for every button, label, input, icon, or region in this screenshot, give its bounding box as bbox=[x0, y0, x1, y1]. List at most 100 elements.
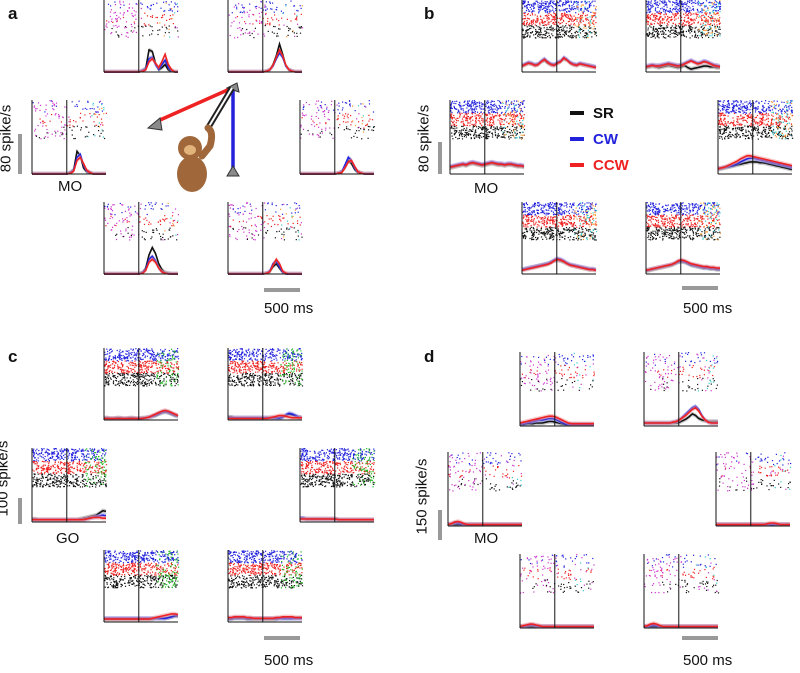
raster-spike bbox=[705, 34, 707, 36]
raster-spike bbox=[239, 11, 241, 13]
raster-spike bbox=[80, 127, 82, 129]
raster-spike bbox=[580, 18, 582, 20]
raster-spike bbox=[782, 136, 784, 138]
raster-spike bbox=[709, 35, 711, 37]
raster-spike bbox=[728, 111, 730, 113]
raster-spike bbox=[717, 5, 719, 7]
raster-spike bbox=[731, 128, 734, 130]
raster-spike bbox=[105, 25, 107, 27]
raster-spike bbox=[732, 123, 734, 125]
raster-spike bbox=[286, 25, 288, 28]
raster-spike bbox=[141, 230, 143, 232]
raster-spike bbox=[320, 106, 322, 108]
raster-spike bbox=[564, 26, 566, 28]
raster-spike bbox=[297, 211, 299, 213]
raster-spike bbox=[588, 5, 590, 7]
raster-spike bbox=[522, 30, 524, 32]
raster-spike bbox=[261, 21, 263, 23]
raster-spike bbox=[571, 18, 573, 20]
y-scale-bar-b bbox=[438, 142, 442, 174]
psth-line-sr bbox=[32, 149, 106, 175]
raster-spike bbox=[569, 29, 571, 31]
raster-spike bbox=[130, 206, 132, 208]
raster-spike bbox=[546, 27, 548, 29]
raster-spike bbox=[103, 107, 105, 109]
raster-spike bbox=[478, 101, 480, 103]
raster-spike bbox=[500, 112, 503, 114]
raster-spike bbox=[522, 100, 524, 102]
raster-spike bbox=[734, 136, 736, 138]
raster-spike bbox=[558, 233, 561, 236]
raster-spike bbox=[493, 126, 495, 128]
raster-spike bbox=[546, 6, 548, 8]
raster-spike bbox=[548, 230, 551, 232]
raster-spike bbox=[244, 206, 246, 208]
raster-spike bbox=[170, 9, 172, 11]
raster-spike bbox=[761, 135, 763, 137]
raster-spike bbox=[659, 24, 661, 26]
raster-spike bbox=[595, 222, 597, 225]
raster-spike bbox=[560, 35, 562, 37]
raster-spike bbox=[594, 236, 596, 238]
raster-spike bbox=[539, 33, 541, 35]
raster-spike bbox=[569, 17, 571, 19]
raster-spike bbox=[528, 218, 530, 220]
raster-spike bbox=[551, 0, 553, 2]
raster-spike bbox=[717, 34, 719, 36]
psth-band-sr bbox=[104, 245, 178, 274]
raster-spike bbox=[470, 134, 472, 136]
raster-spike bbox=[557, 25, 559, 27]
raster-spike bbox=[589, 216, 591, 218]
raster-spike bbox=[69, 121, 71, 123]
raster-spike bbox=[647, 10, 649, 12]
raster-spike bbox=[486, 119, 488, 121]
raster-spike bbox=[576, 205, 578, 207]
raster-spike bbox=[463, 104, 465, 106]
raster-spike bbox=[472, 126, 474, 128]
raster-spike bbox=[49, 100, 51, 102]
event-label-a: MO bbox=[58, 178, 83, 195]
raster-spike bbox=[587, 17, 589, 19]
raster-spike bbox=[650, 5, 652, 7]
raster-spike bbox=[460, 121, 462, 123]
raster-spike bbox=[769, 129, 772, 131]
raster-spike bbox=[691, 29, 693, 31]
raster-spike bbox=[649, 15, 651, 17]
raster-spike bbox=[685, 3, 687, 5]
raster-spike bbox=[649, 17, 651, 19]
raster-spike bbox=[714, 7, 716, 9]
raster-spike bbox=[569, 216, 571, 218]
raster-spike bbox=[523, 125, 526, 127]
raster-spike bbox=[540, 226, 543, 228]
raster-spike bbox=[491, 108, 493, 110]
raster-spike bbox=[460, 130, 462, 132]
raster-spike bbox=[520, 134, 522, 136]
raster-spike bbox=[746, 109, 748, 111]
raster-spike bbox=[569, 25, 571, 27]
raster-spike bbox=[567, 215, 569, 217]
raster-spike bbox=[130, 234, 132, 237]
raster-spike bbox=[568, 227, 571, 229]
raster-spike bbox=[687, 29, 690, 31]
raster-spike bbox=[719, 22, 721, 24]
raster-spike bbox=[524, 209, 526, 211]
raster-spike bbox=[581, 9, 583, 11]
raster-spike bbox=[590, 215, 592, 217]
raster-spike bbox=[122, 16, 125, 19]
raster-spike bbox=[566, 30, 568, 32]
raster-spike bbox=[514, 108, 516, 110]
raster-spike bbox=[594, 211, 596, 213]
raster-spike bbox=[749, 106, 752, 108]
raster-spike bbox=[132, 15, 135, 17]
raster-spike bbox=[650, 36, 652, 38]
raster-spike bbox=[526, 32, 528, 34]
raster-spike bbox=[104, 28, 106, 31]
raster-spike bbox=[549, 204, 551, 206]
raster-spike bbox=[739, 129, 741, 131]
raster-spike bbox=[672, 29, 674, 31]
raster-spike bbox=[525, 203, 527, 205]
raster-spike bbox=[656, 4, 658, 6]
raster-spike bbox=[715, 3, 717, 5]
raster-spike bbox=[485, 105, 487, 107]
raster-spike bbox=[566, 223, 568, 225]
